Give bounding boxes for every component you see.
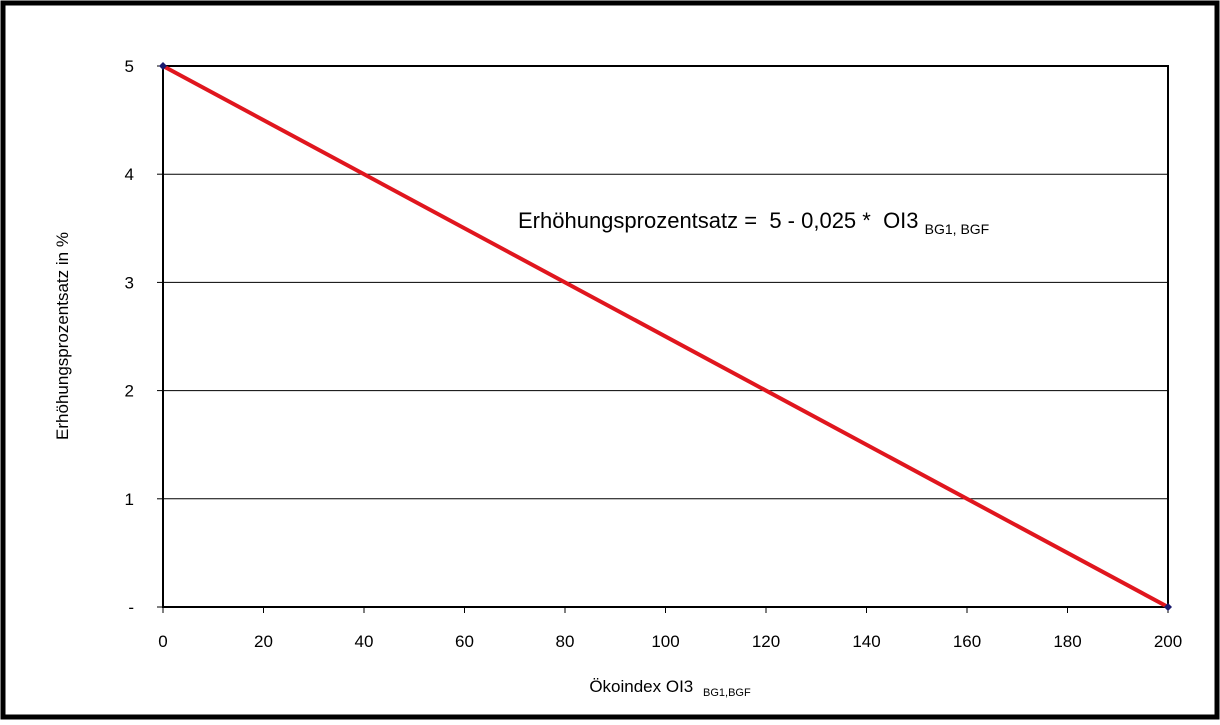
y-tick-label: 5 — [125, 57, 134, 76]
x-tick-label: 140 — [852, 632, 880, 651]
formula-subscript: BG1, BGF — [925, 221, 990, 237]
gridlines — [163, 173, 1168, 500]
x-axis-label: Ökoindex OI3 BG1,BGF — [589, 677, 751, 699]
x-tick-label: 80 — [556, 632, 575, 651]
y-axis-label: Erhöhungsprozentsatz in % — [53, 232, 72, 440]
y-tick-label: 3 — [125, 273, 134, 292]
data-point — [159, 62, 167, 70]
formula-annotation: Erhöhungsprozentsatz = 5 - 0,025 * OI3 B… — [518, 208, 989, 237]
x-tick-label: 160 — [953, 632, 981, 651]
data-point — [1164, 603, 1172, 611]
x-tick-label: 180 — [1053, 632, 1081, 651]
x-axis-label-subscript: BG1,BGF — [703, 687, 751, 699]
y-tick-label: - — [128, 598, 134, 617]
formula-main: Erhöhungsprozentsatz = 5 - 0,025 * OI3 — [518, 208, 919, 233]
y-tick-label: 4 — [125, 165, 134, 184]
x-tick-label: 40 — [355, 632, 374, 651]
x-tick-label: 120 — [752, 632, 780, 651]
y-tick-label: 1 — [125, 490, 134, 509]
x-tick-label: 100 — [651, 632, 679, 651]
series-group — [159, 62, 1172, 611]
x-axis-ticks: 0 20 40 60 80 100 120 140 160 180 200 — [158, 607, 1182, 651]
x-tick-label: 60 — [455, 632, 474, 651]
x-tick-label: 200 — [1154, 632, 1182, 651]
x-axis-label-main: Ökoindex OI3 — [589, 677, 693, 696]
x-tick-label: 0 — [158, 632, 167, 651]
series-line — [162, 64, 1169, 609]
y-tick-label: 2 — [125, 382, 134, 401]
x-tick-label: 20 — [254, 632, 273, 651]
